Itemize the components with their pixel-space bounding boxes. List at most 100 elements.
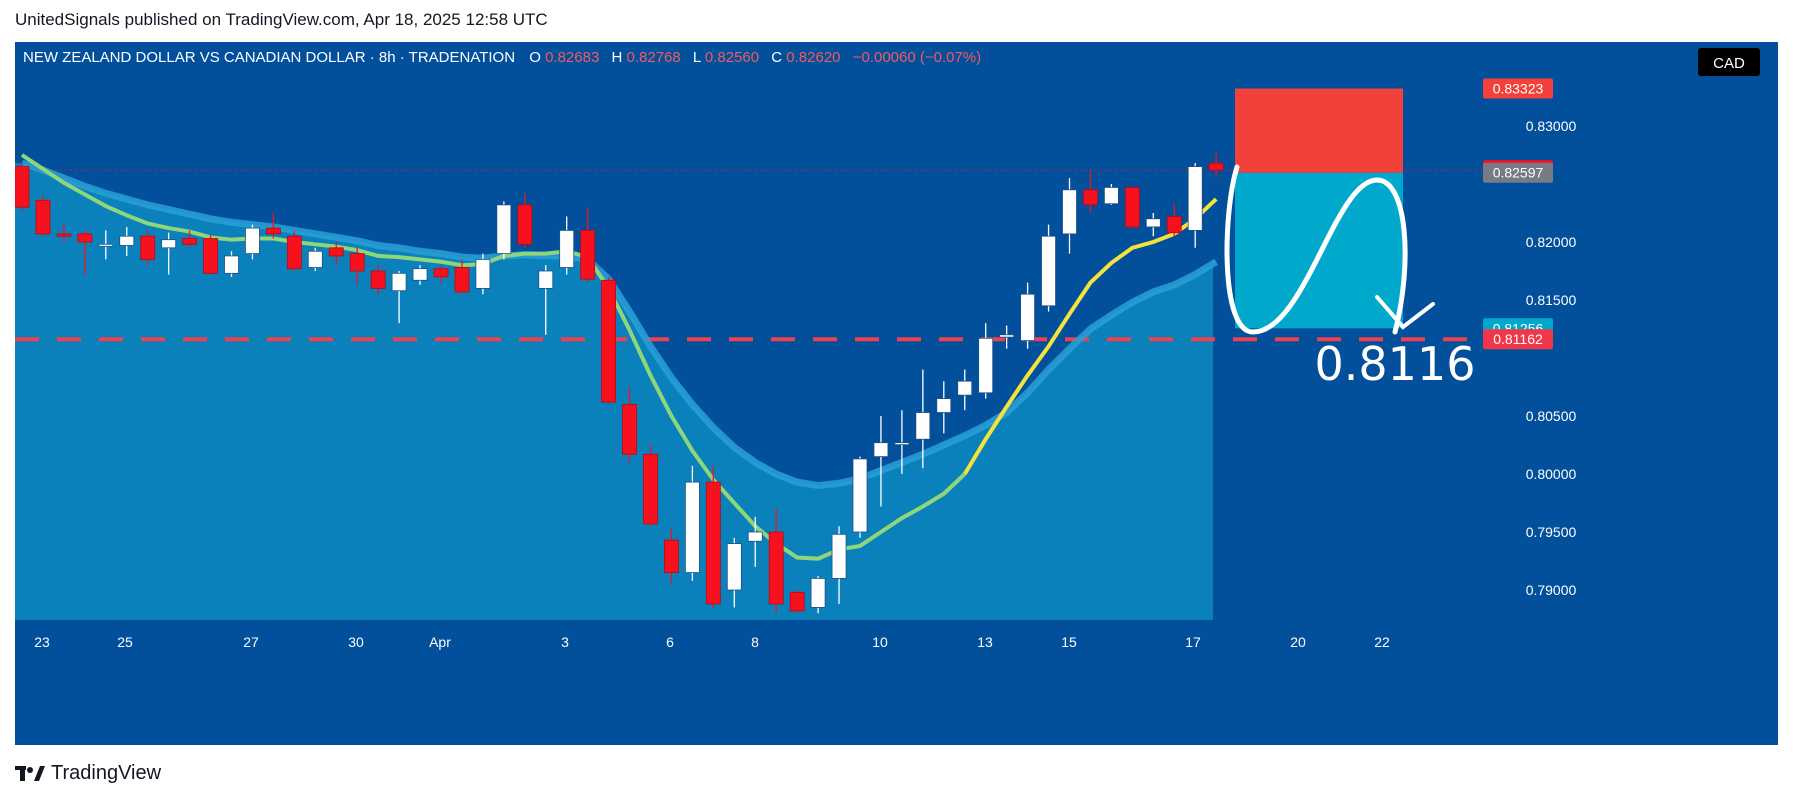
candle-body [412,268,428,281]
candle[interactable] [203,233,218,275]
candle-body [705,481,721,605]
candle[interactable] [580,207,596,283]
candle-body [370,270,386,289]
candle-body [1062,189,1077,235]
candle[interactable] [768,508,784,614]
candle[interactable] [643,445,658,527]
candle[interactable] [1166,203,1182,237]
candle-body [810,578,826,608]
candle[interactable] [810,576,826,614]
candle[interactable] [1104,184,1119,205]
level-lines-layer [15,169,1483,342]
candle[interactable] [831,526,847,604]
candle[interactable] [35,195,51,237]
candle-body [245,227,260,255]
candle[interactable] [936,381,952,434]
candle[interactable] [705,465,721,608]
candle[interactable] [224,251,239,277]
candle-body [161,239,177,249]
candle[interactable] [1020,282,1035,349]
time-tick-label: 13 [977,634,993,650]
candle[interactable] [957,369,973,411]
candle[interactable] [1187,163,1203,248]
candle-body [224,255,239,274]
stop-loss-zone[interactable] [1235,88,1403,173]
candle-body [580,229,596,280]
candle-body [517,204,533,245]
candle[interactable] [391,271,407,324]
candle[interactable] [894,410,910,474]
candle-body [643,453,658,525]
candle[interactable] [140,230,156,266]
candle[interactable] [622,387,637,463]
price-label: 0.81162 [1483,329,1553,350]
candle[interactable] [349,247,365,285]
candle-body [286,235,302,270]
price-label-bg [1483,78,1553,99]
candle[interactable] [370,265,386,295]
time-tick-label: 3 [561,634,569,650]
candle[interactable] [1041,224,1056,312]
candle[interactable] [1083,170,1098,213]
candle[interactable] [559,216,575,275]
chart-header: NEW ZEALAND DOLLAR VS CANADIAN DOLLAR · … [23,49,981,66]
candle[interactable] [999,325,1015,349]
candle[interactable] [496,201,512,260]
candle[interactable] [286,230,302,271]
candle[interactable] [328,242,344,266]
currency-badge-bg[interactable] [1698,48,1760,76]
candle-body [1166,216,1182,234]
candle[interactable] [412,265,428,285]
candle[interactable] [601,276,616,405]
candle[interactable] [664,528,679,585]
candle-body [454,267,470,293]
tradingview-logo[interactable]: TradingView [15,760,161,786]
candle-body [203,238,218,274]
currency-badge-group: CAD [1698,48,1760,76]
candle-body [685,481,700,573]
close-value: 0.82620 [786,49,840,66]
candle[interactable] [98,230,114,260]
candle[interactable] [454,259,470,295]
candle[interactable] [685,465,700,581]
time-axis-layer: 23 25 27 30 Apr 3 6 8 10 13 15 17 20 22 [15,620,1778,745]
candle[interactable] [77,230,93,275]
candle[interactable] [56,224,72,242]
svg-text:NEW ZEALAND DOLLAR VS CANADIAN: NEW ZEALAND DOLLAR VS CANADIAN DOLLAR · … [23,49,981,66]
position-zones-layer [1235,88,1403,329]
candle[interactable] [789,590,805,614]
candle-body [664,539,679,573]
candle[interactable] [517,193,533,248]
projection-arrow-icon [1375,295,1435,330]
candle[interactable] [747,516,763,567]
candle[interactable] [161,232,177,275]
candle[interactable] [119,226,135,256]
candle[interactable] [1145,213,1161,237]
time-tick-label: 8 [751,634,759,650]
candle[interactable] [1124,186,1140,229]
candle[interactable] [307,247,323,271]
candle[interactable] [475,253,491,295]
candle[interactable] [15,163,30,211]
time-tick-label: 27 [243,634,259,650]
candle[interactable] [245,224,260,260]
candle[interactable] [873,416,889,507]
chart-area[interactable]: 0.8116 0.79000 0.79500 0.80000 0.80500 0.815… [15,42,1778,745]
candle[interactable] [182,230,198,248]
projection-curve [1224,164,1408,335]
candle[interactable] [538,265,554,335]
candle[interactable] [1062,178,1077,254]
candle[interactable] [433,265,449,283]
candle-body [538,270,554,289]
candle[interactable] [915,369,931,469]
candle[interactable] [726,537,742,608]
candle-body [265,227,281,235]
candle[interactable] [265,213,281,239]
candle[interactable] [852,456,868,538]
candle[interactable] [978,323,994,399]
time-tick-label: 30 [348,634,364,650]
currency-badge[interactable]: CAD [1713,55,1745,72]
candle[interactable] [1208,152,1224,178]
candle-body [140,235,156,260]
price-chart[interactable]: 0.8116 0.79000 0.79500 0.80000 0.80500 0.815… [15,42,1778,745]
